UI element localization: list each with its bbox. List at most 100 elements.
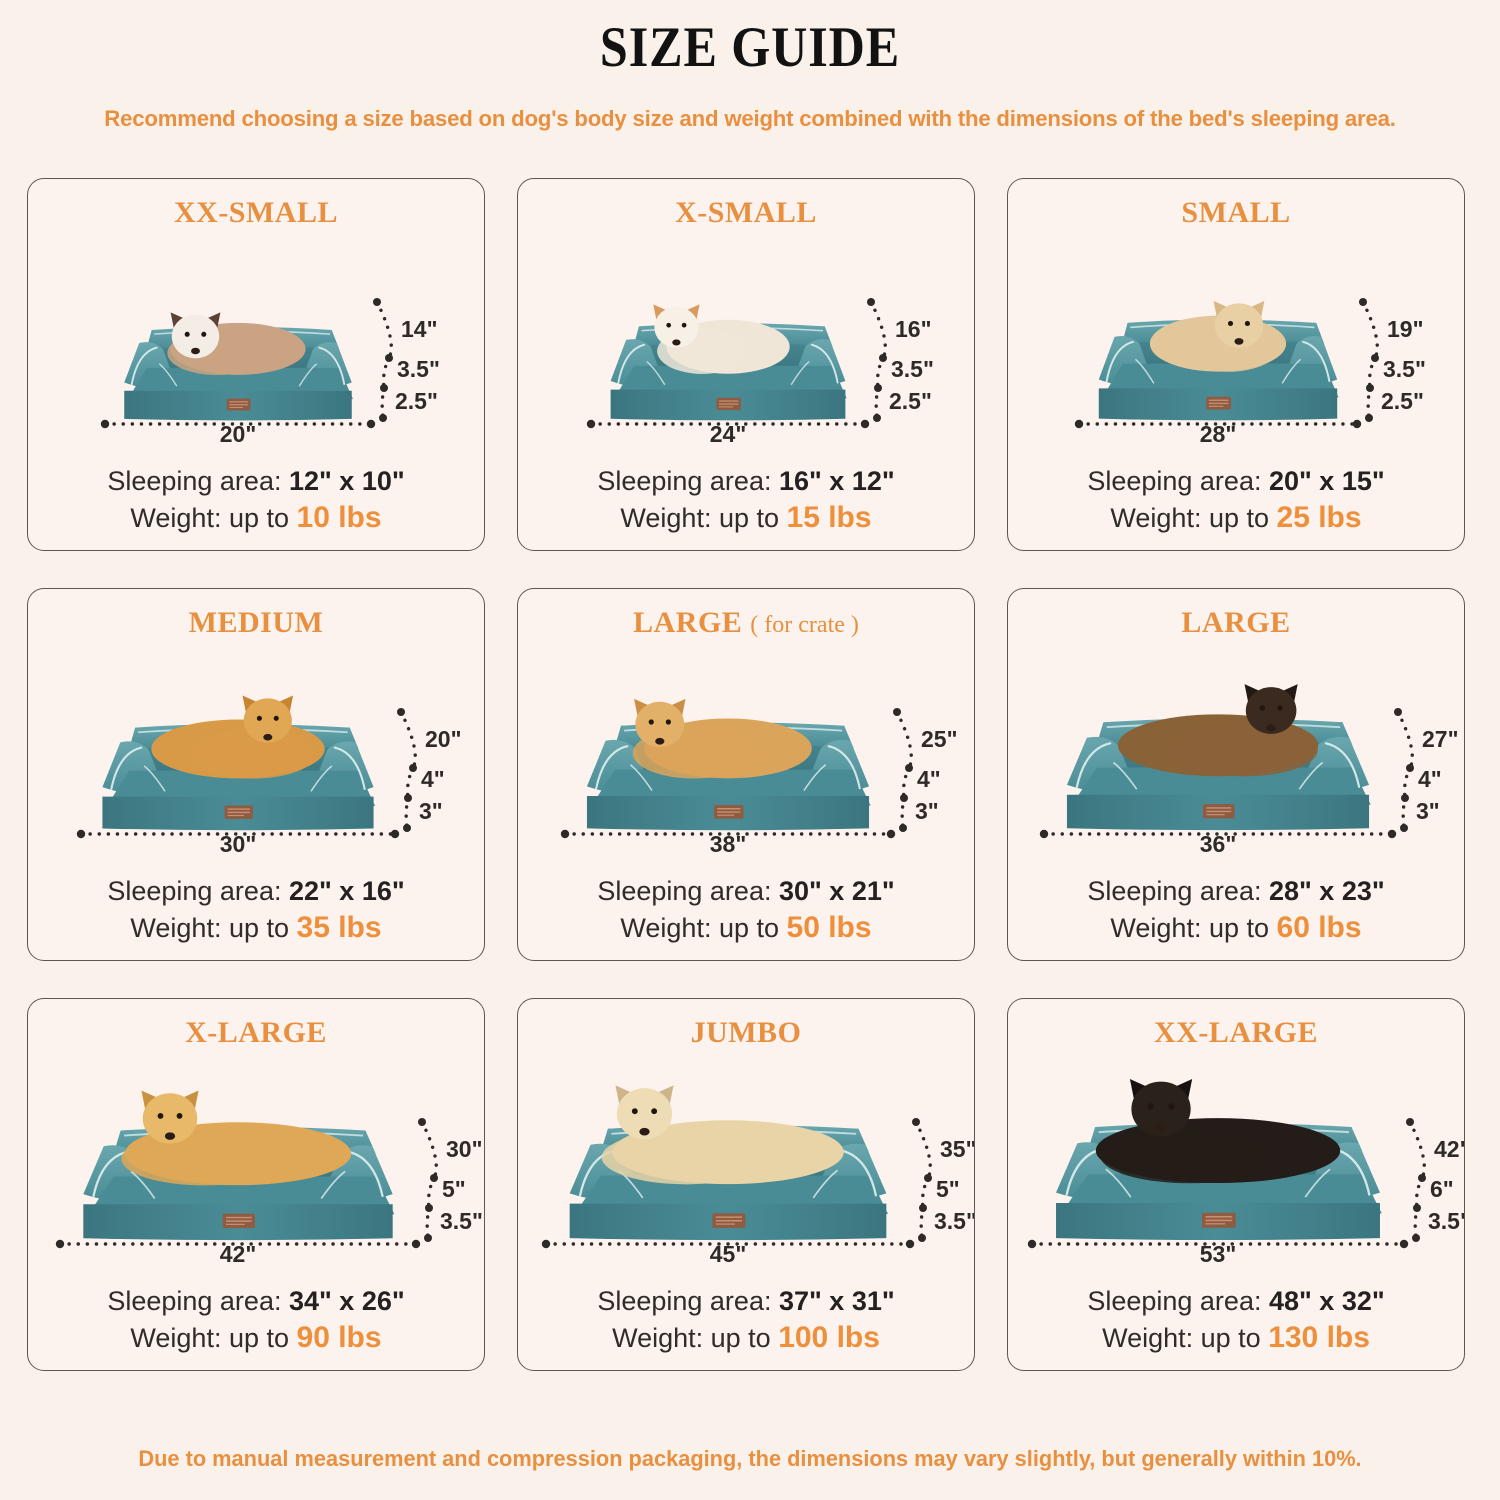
dog-bed-illustration (610, 323, 847, 421)
height-label-overall: 19" (1387, 316, 1424, 342)
size-card-title-name: X-SMALL (675, 196, 817, 229)
sleeping-area-label: Sleeping area: (597, 1286, 779, 1317)
size-card-specs: Sleeping area: 22" x 16" Weight: up to 3… (28, 875, 484, 946)
weight-label: Weight: up to (620, 912, 787, 943)
height-dimension-lines (867, 298, 887, 422)
bed-illustration-area: 14" 3.5" 2.5" 20" (28, 237, 484, 447)
size-card-small[interactable]: SMALL (1007, 178, 1465, 551)
weight-line: Weight: up to 60 lbs (1008, 909, 1464, 946)
brand-tag-icon (1203, 804, 1235, 819)
weight-line: Weight: up to 35 lbs (28, 909, 484, 946)
sleeping-area-label: Sleeping area: (1087, 876, 1269, 907)
brand-tag-icon (1201, 1212, 1236, 1228)
height-label-bolster: 5" (442, 1176, 466, 1202)
dog-bed-illustration (83, 1126, 395, 1241)
size-card-specs: Sleeping area: 48" x 32" Weight: up to 1… (1008, 1285, 1464, 1356)
height-dimension-group: 27" 4" 3" (1384, 706, 1464, 838)
width-dimension-group: 24" (586, 418, 870, 448)
size-card-specs: Sleeping area: 28" x 23" Weight: up to 6… (1008, 875, 1464, 946)
height-dimension-group: 20" 4" 3" (387, 706, 484, 838)
size-card-specs: Sleeping area: 30" x 21" Weight: up to 5… (518, 875, 974, 946)
weight-line: Weight: up to 130 lbs (1008, 1319, 1464, 1356)
weight-value: 60 lbs (1276, 910, 1362, 944)
sleeping-area-label: Sleeping area: (107, 466, 289, 497)
weight-line: Weight: up to 90 lbs (28, 1319, 484, 1356)
height-label-base: 3.5" (934, 1208, 975, 1234)
size-card-title-name: LARGE (1181, 606, 1291, 639)
bed-with-pet (554, 1085, 902, 1242)
width-dimension-group: 42" (55, 1238, 421, 1268)
size-card-x-large[interactable]: X-LARGE (27, 998, 485, 1371)
sleeping-area-label: Sleeping area: (1087, 466, 1269, 497)
height-label-overall: 20" (425, 726, 462, 752)
bed-illustration-area: 20" 4" 3" 30" (28, 647, 484, 857)
size-card-large[interactable]: LARGE (1007, 588, 1465, 961)
width-dimension-line (76, 829, 400, 839)
width-dimension-group: 20" (100, 418, 376, 448)
size-card-jumbo[interactable]: JUMBO (517, 998, 975, 1371)
size-card-title-name: MEDIUM (188, 606, 324, 639)
bed-illustration-area: 30" 5" 3.5" 42" (28, 1057, 484, 1267)
sleeping-area-line: Sleeping area: 16" x 12" (518, 465, 974, 498)
height-label-bolster: 4" (421, 766, 445, 792)
height-dimension-group: 42" 6" 3.5" (1396, 1116, 1464, 1248)
size-card-medium[interactable]: MEDIUM (27, 588, 485, 961)
size-card-title: LARGE ( for crate ) (518, 589, 974, 640)
bed-with-pet (1087, 300, 1349, 422)
size-card-title-name: JUMBO (690, 1016, 802, 1049)
size-card-x-small[interactable]: X-SMALL (517, 178, 975, 551)
brand-tag-icon (716, 397, 741, 411)
height-label-overall: 35" (940, 1136, 975, 1162)
size-card-xx-large[interactable]: XX-LARGE (1007, 998, 1465, 1371)
bed-illustration-area: 19" 3.5" 2.5" 28" (1008, 237, 1464, 447)
height-label-base: 2.5" (1381, 388, 1424, 414)
width-dimension-line (55, 1239, 421, 1249)
sleeping-area-value: 20" x 15" (1268, 466, 1385, 497)
height-dimension-lines (373, 298, 393, 422)
size-card-title-name: XX-SMALL (173, 196, 338, 229)
size-card-title: XX-LARGE (1008, 999, 1464, 1050)
bed-with-pet (89, 695, 387, 832)
bed-with-pet (573, 698, 883, 832)
weight-line: Weight: up to 50 lbs (518, 909, 974, 946)
size-card-title-name: LARGE (633, 606, 743, 639)
dog-bed-illustration (1066, 718, 1371, 831)
dog-bed-illustration (1098, 319, 1339, 421)
height-dimension-lines (1394, 708, 1414, 832)
width-dimension-line (541, 1239, 915, 1249)
sleeping-area-line: Sleeping area: 22" x 16" (28, 875, 484, 908)
brand-tag-icon (224, 805, 253, 820)
sleeping-area-line: Sleeping area: 48" x 32" (1008, 1285, 1464, 1318)
sleeping-area-line: Sleeping area: 30" x 21" (518, 875, 974, 908)
size-card-specs: Sleeping area: 37" x 31" Weight: up to 1… (518, 1285, 974, 1356)
height-label-bolster: 4" (917, 766, 941, 792)
height-label-bolster: 4" (1418, 766, 1442, 792)
weight-line: Weight: up to 25 lbs (1008, 499, 1464, 536)
height-dimension-lines (1406, 1118, 1426, 1242)
height-label-bolster: 5" (936, 1176, 960, 1202)
width-dimension-group: 45" (541, 1238, 915, 1268)
sleeping-area-value: 22" x 16" (288, 876, 405, 907)
sleeping-area-label: Sleeping area: (107, 876, 289, 907)
height-label-overall: 14" (401, 316, 438, 342)
dog-bed-illustration (569, 1124, 889, 1241)
size-card-large[interactable]: LARGE ( for crate ) (517, 588, 975, 961)
sleeping-area-line: Sleeping area: 20" x 15" (1008, 465, 1464, 498)
width-dimension-group: 28" (1074, 418, 1362, 448)
height-label-overall: 30" (446, 1136, 483, 1162)
brand-tag-icon (226, 398, 251, 411)
weight-label: Weight: up to (1110, 912, 1277, 943)
bed-with-pet (113, 312, 363, 422)
bed-illustration-area: 25" 4" 3" 38" (518, 647, 974, 857)
size-card-xx-small[interactable]: XX-SMALL (27, 178, 485, 551)
size-card-title: SMALL (1008, 179, 1464, 230)
height-label-base: 2.5" (889, 388, 932, 414)
weight-label: Weight: up to (620, 502, 787, 533)
width-dimension-line (100, 419, 376, 429)
width-dimension-line (1074, 419, 1362, 429)
sleeping-area-label: Sleeping area: (597, 876, 779, 907)
weight-line: Weight: up to 15 lbs (518, 499, 974, 536)
height-label-bolster: 3.5" (1383, 356, 1426, 382)
weight-value: 90 lbs (296, 1320, 382, 1354)
height-dimension-group: 19" 3.5" 2.5" (1349, 296, 1464, 428)
